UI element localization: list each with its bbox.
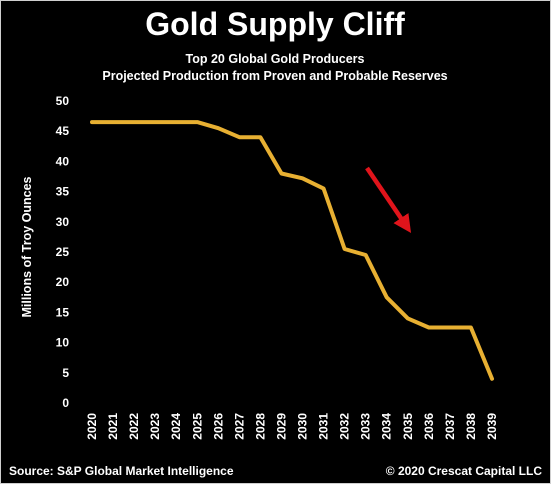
x-tick-label: 2038 <box>464 413 478 440</box>
y-tick-label: 45 <box>56 124 70 138</box>
x-tick-labels: 2020 2021 2022 2023 2024 2025 2026 2027 2028 2029… <box>85 413 499 440</box>
copyright-note: © 2020 Crescat Capital LLC <box>386 464 543 478</box>
x-tick-label: 2024 <box>169 413 183 440</box>
chart-title: Gold Supply Cliff <box>145 6 405 42</box>
x-tick-label: 2027 <box>232 413 246 440</box>
y-tick-label: 30 <box>56 215 70 229</box>
y-axis-label: Millions of Troy Ounces <box>20 176 34 317</box>
x-tick-label: 2036 <box>422 413 436 440</box>
x-tick-label: 2032 <box>338 413 352 440</box>
y-tick-label: 0 <box>62 396 69 410</box>
x-tick-label: 2020 <box>85 413 99 440</box>
x-tick-label: 2026 <box>211 413 225 440</box>
x-tick-label: 2029 <box>274 413 288 440</box>
y-tick-label: 5 <box>62 366 69 380</box>
y-tick-label: 35 <box>56 185 70 199</box>
y-tick-label: 15 <box>56 305 70 319</box>
chart-subtitle-line1: Top 20 Global Gold Producers <box>186 52 365 66</box>
y-tick-label: 20 <box>56 275 70 289</box>
y-tick-label: 10 <box>56 336 70 350</box>
x-tick-label: 2025 <box>190 413 204 440</box>
x-tick-label: 2035 <box>401 413 415 440</box>
x-tick-label: 2030 <box>296 413 310 440</box>
series-line <box>90 120 494 381</box>
source-note: Source: S&P Global Market Intelligence <box>9 464 234 478</box>
x-tick-label: 2037 <box>443 413 457 440</box>
x-tick-label: 2031 <box>317 413 331 440</box>
y-tick-label: 50 <box>56 94 70 108</box>
x-tick-label: 2022 <box>127 413 141 440</box>
y-tick-labels: 0 5 10 15 20 25 30 35 40 45 50 <box>56 94 70 410</box>
chart-subtitle-line2: Projected Production from Proven and Pro… <box>102 69 447 83</box>
x-tick-label: 2039 <box>485 413 499 440</box>
y-tick-label: 25 <box>56 245 70 259</box>
x-tick-label: 2023 <box>148 413 162 440</box>
x-tick-label: 2034 <box>380 413 394 440</box>
x-tick-label: 2033 <box>359 413 373 440</box>
y-tick-label: 40 <box>56 154 70 168</box>
red-arrow-icon <box>365 166 412 233</box>
x-tick-label: 2028 <box>253 413 267 440</box>
x-tick-label: 2021 <box>106 413 120 440</box>
